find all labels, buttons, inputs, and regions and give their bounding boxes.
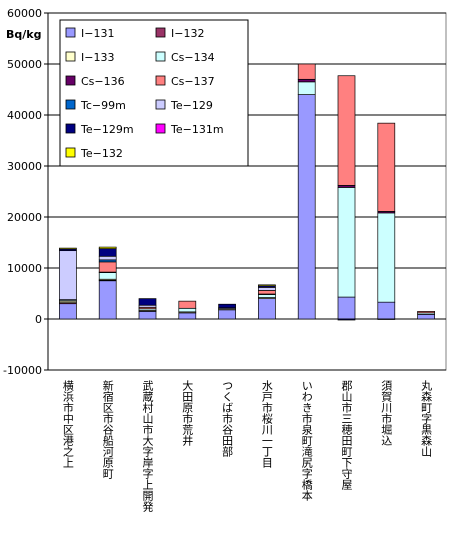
bar-segment [98, 261, 117, 273]
bar-segment [98, 255, 117, 261]
bar-segment [258, 287, 276, 291]
y-tick-label: 30000 [7, 160, 42, 173]
bar-segment [59, 250, 77, 300]
legend-label: Te−129 [170, 99, 213, 112]
legend-swatch [155, 75, 166, 86]
bar-segment [417, 314, 435, 320]
bar-segment [218, 303, 236, 309]
legend-swatch [155, 99, 166, 110]
legend-swatch [65, 99, 76, 110]
legend-swatch [155, 51, 166, 62]
bar-segment [258, 290, 276, 295]
legend-label: Te−132 [80, 147, 123, 160]
bar-segment [337, 296, 356, 320]
bar-segment [138, 298, 157, 306]
x-tick-label: いわき市泉町滝尻字橋本 [300, 380, 313, 502]
bar-segment [297, 78, 316, 83]
legend-label: Cs−137 [171, 75, 215, 88]
legend-label: Ⅰ−131 [81, 27, 114, 40]
legend-swatch [65, 147, 76, 158]
bar-segment [98, 272, 117, 280]
y-tick-label: 60000 [7, 7, 42, 20]
x-tick-label: 水戸市桜川一丁目 [260, 380, 273, 468]
x-tick-labels: 横浜市中区港之上 新宿区市谷船河原町 武蔵村山市大字岸字上開発 大田原市荒井 つくば市谷… [61, 379, 432, 513]
y-tick-label: 0 [35, 313, 42, 326]
x-tick-label: 須賀川市堀込 [380, 380, 393, 446]
legend-swatch [65, 123, 76, 134]
bar-segment [258, 298, 276, 320]
bar-segment [59, 303, 77, 320]
y-tick-label: 10000 [7, 262, 42, 275]
bar-segment [178, 307, 197, 313]
y-tick-label: 50000 [7, 58, 42, 71]
bar-segment [59, 247, 77, 250]
unit-label: Bq/kg [6, 28, 41, 41]
bars [59, 63, 435, 321]
legend-swatch [65, 27, 76, 38]
x-tick-label: 新宿区市谷船河原町 [101, 379, 114, 479]
bar-segment [98, 248, 117, 257]
bar-segment [218, 309, 236, 320]
legend-label: Te−129m [80, 123, 134, 136]
bar-segment [337, 318, 356, 321]
y-tick-label: 20000 [7, 211, 42, 224]
bar-segment [417, 311, 435, 314]
bar-segment [297, 94, 316, 320]
bar-segment [98, 246, 117, 249]
bar-segment [258, 284, 276, 287]
bar-segment [377, 301, 396, 320]
y-tick-label: -10000 [3, 364, 42, 377]
bar-segment [337, 187, 356, 298]
bar-segment [337, 75, 356, 186]
legend-label: Cs−134 [171, 51, 215, 64]
x-tick-label: 武蔵村山市大字岸字上開発 [141, 380, 154, 513]
x-tick-label: 丸森町字黒森山 [420, 380, 433, 457]
bar-segment [138, 311, 157, 320]
legend-swatch [65, 75, 76, 86]
bar-segment [297, 63, 316, 80]
x-tick-label: 横浜市中区港之上 [61, 379, 74, 468]
legend: Ⅰ−131 Ⅰ−132 Ⅰ−133 Cs−134 Cs−136 Cs−137 Tc−99m T… [59, 19, 249, 167]
bar-segment [178, 300, 197, 309]
legend-label: Te−131m [170, 123, 224, 136]
bar-segment [377, 212, 396, 303]
legend-label: Cs−136 [81, 75, 125, 88]
y-tick-label: 40000 [7, 109, 42, 122]
x-tick-label: つくば市谷田部 [221, 380, 234, 457]
bar-segment [98, 280, 117, 320]
legend-label: Ⅰ−133 [81, 51, 114, 64]
x-tick-label: 郡山市三穂田町下守屋 [340, 380, 353, 491]
bar-segment [178, 312, 197, 320]
legend-swatch [155, 123, 166, 134]
legend-box [59, 19, 249, 167]
x-tick-label: 大田原市荒井 [181, 379, 194, 447]
bar-segment [258, 294, 276, 298]
legend-label: Ⅰ−132 [171, 27, 204, 40]
bar-segment [377, 318, 396, 320]
bar-segment [377, 122, 396, 212]
legend-swatch [155, 27, 166, 38]
bar-segment [297, 81, 316, 95]
y-tick-labels: -10000 0 10000 20000 30000 40000 50000 60000 [3, 7, 48, 377]
legend-swatch [65, 51, 76, 62]
legend-label: Tc−99m [80, 99, 126, 112]
